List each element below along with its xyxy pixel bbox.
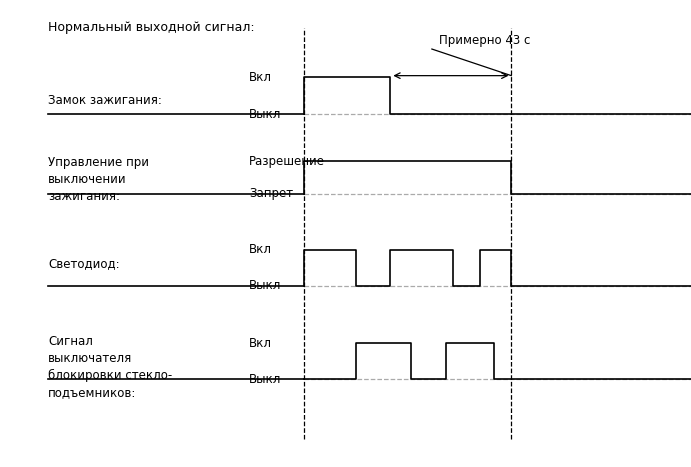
Text: Выкл: Выкл <box>249 279 281 292</box>
Text: Замок зажигания:: Замок зажигания: <box>48 94 162 107</box>
Text: Нормальный выходной сигнал:: Нормальный выходной сигнал: <box>48 21 255 34</box>
Text: Вкл: Вкл <box>249 243 272 256</box>
Text: Вкл: Вкл <box>249 71 272 84</box>
Text: Сигнал
выключателя
блокировки стекло-
подъемников:: Сигнал выключателя блокировки стекло- по… <box>48 334 173 399</box>
Text: Запрет: Запрет <box>249 187 293 200</box>
Text: Разрешение: Разрешение <box>249 155 325 168</box>
Text: Выкл: Выкл <box>249 108 281 121</box>
Text: Управление при
выключении
зажигания:: Управление при выключении зажигания: <box>48 156 149 203</box>
Text: Светодиод:: Светодиод: <box>48 257 120 270</box>
Text: Примерно 43 с: Примерно 43 с <box>439 34 530 47</box>
Text: Вкл: Вкл <box>249 337 272 350</box>
Text: Выкл: Выкл <box>249 373 281 386</box>
